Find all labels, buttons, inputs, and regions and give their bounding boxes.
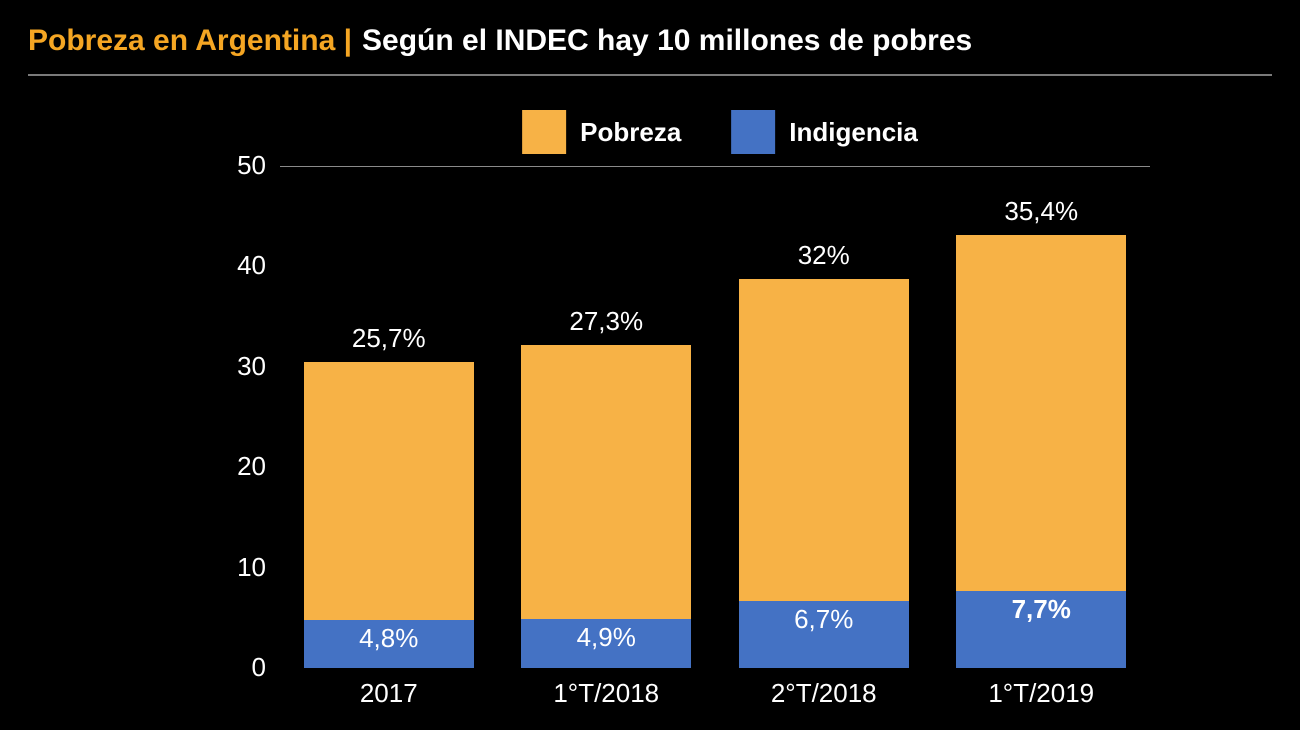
bar-value-label-pobreza: 35,4%	[1004, 196, 1078, 227]
legend-item-indigencia: Indigencia	[731, 110, 918, 154]
title-subtitle: Según el INDEC hay 10 millones de pobres	[362, 24, 972, 58]
y-tick-label: 40	[206, 250, 266, 281]
x-tick-label: 1°T/2018	[553, 678, 659, 709]
legend-item-pobreza: Pobreza	[522, 110, 681, 154]
bar-value-label-indigencia: 4,9%	[577, 622, 636, 653]
y-tick-label: 20	[206, 451, 266, 482]
bar-group: 27,3%4,9%	[521, 345, 691, 668]
title-divider	[28, 74, 1272, 76]
bar-group: 25,7%4,8%	[304, 362, 474, 668]
legend-label-pobreza: Pobreza	[580, 117, 681, 148]
x-tick-label: 2017	[360, 678, 418, 709]
bar-value-label-indigencia: 7,7%	[1012, 594, 1071, 625]
x-tick-label: 1°T/2019	[988, 678, 1094, 709]
legend-label-indigencia: Indigencia	[789, 117, 918, 148]
x-tick-label: 2°T/2018	[771, 678, 877, 709]
bar-value-label-indigencia: 6,7%	[794, 604, 853, 635]
bar-segment-pobreza	[956, 235, 1126, 590]
y-tick-label: 10	[206, 552, 266, 583]
chart-area: Pobreza Indigencia 0102030405025,7%4,8%2…	[190, 110, 1250, 710]
legend-swatch-pobreza	[522, 110, 566, 154]
grid-line-top	[280, 166, 1150, 167]
bar-value-label-pobreza: 27,3%	[569, 306, 643, 337]
bar-segment-pobreza	[739, 279, 909, 600]
bar-segment-pobreza	[304, 362, 474, 620]
plot-area: 0102030405025,7%4,8%201727,3%4,9%1°T/201…	[280, 166, 1150, 668]
bar-segment-pobreza	[521, 345, 691, 619]
title-accent: Pobreza en Argentina |	[28, 24, 352, 58]
chart-container: Pobreza en Argentina | Según el INDEC ha…	[0, 0, 1300, 730]
y-tick-label: 30	[206, 351, 266, 382]
bar-value-label-pobreza: 32%	[798, 240, 850, 271]
bar-group: 35,4%7,7%	[956, 235, 1126, 668]
y-tick-label: 50	[206, 150, 266, 181]
bar-value-label-pobreza: 25,7%	[352, 323, 426, 354]
bar-value-label-indigencia: 4,8%	[359, 623, 418, 654]
legend-swatch-indigencia	[731, 110, 775, 154]
chart-title: Pobreza en Argentina | Según el INDEC ha…	[28, 24, 1272, 74]
y-tick-label: 0	[206, 652, 266, 683]
legend: Pobreza Indigencia	[522, 110, 918, 154]
bar-group: 32%6,7%	[739, 279, 909, 668]
